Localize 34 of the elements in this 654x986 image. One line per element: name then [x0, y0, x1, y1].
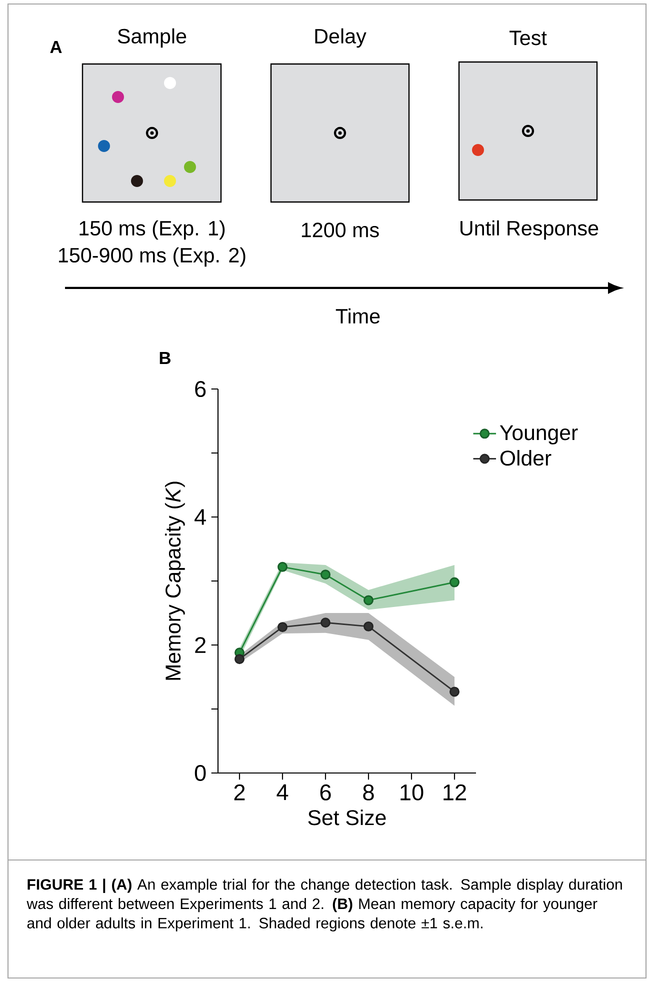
y-tick-label: 6	[195, 380, 206, 398]
point	[234, 654, 245, 664]
point	[450, 686, 460, 697]
y-tick-label: 4	[194, 509, 206, 525]
point	[320, 618, 330, 628]
text: A	[50, 41, 62, 53]
y-tick-label: 0	[194, 764, 206, 782]
text: 150 ms (Exp. 1)	[80, 220, 225, 240]
point	[278, 622, 288, 632]
x-axis-title: Set Size	[308, 810, 386, 826]
text: Time	[336, 308, 380, 324]
text: Delay	[315, 28, 366, 48]
point	[278, 562, 288, 572]
text: Until Response	[460, 220, 598, 240]
point	[320, 570, 330, 580]
text: 150-900 ms (Exp. 2)	[58, 247, 246, 267]
y-tick-label: 2	[195, 637, 206, 653]
x-tick-label: 4	[276, 784, 288, 800]
legend-label: Younger	[500, 425, 578, 444]
chart-title: B	[160, 352, 170, 364]
legend-label: Older	[500, 450, 552, 466]
text: 1200 ms	[302, 222, 379, 238]
text: Sample	[118, 28, 186, 48]
x-tick-label: 10	[400, 784, 424, 800]
text: FIGURE 1 | (A) An example trial for the change detection task. Sample display duration was different between Experiments 1 and 2. (B) Mean memory capacity for younger and older adults in Experiment 1. Shaded regions denote ±1 s.e.m.	[26, 878, 622, 932]
point	[364, 621, 374, 632]
x-tick-label: 12	[444, 784, 466, 800]
point	[450, 577, 460, 588]
x-tick-label: 6	[320, 784, 331, 800]
point	[364, 595, 374, 606]
y-axis-title: Memory Capacity (K)	[164, 482, 185, 680]
x-tick-label: 8	[363, 784, 374, 800]
text: Test	[510, 30, 547, 46]
x-tick-label: 2	[234, 784, 245, 800]
